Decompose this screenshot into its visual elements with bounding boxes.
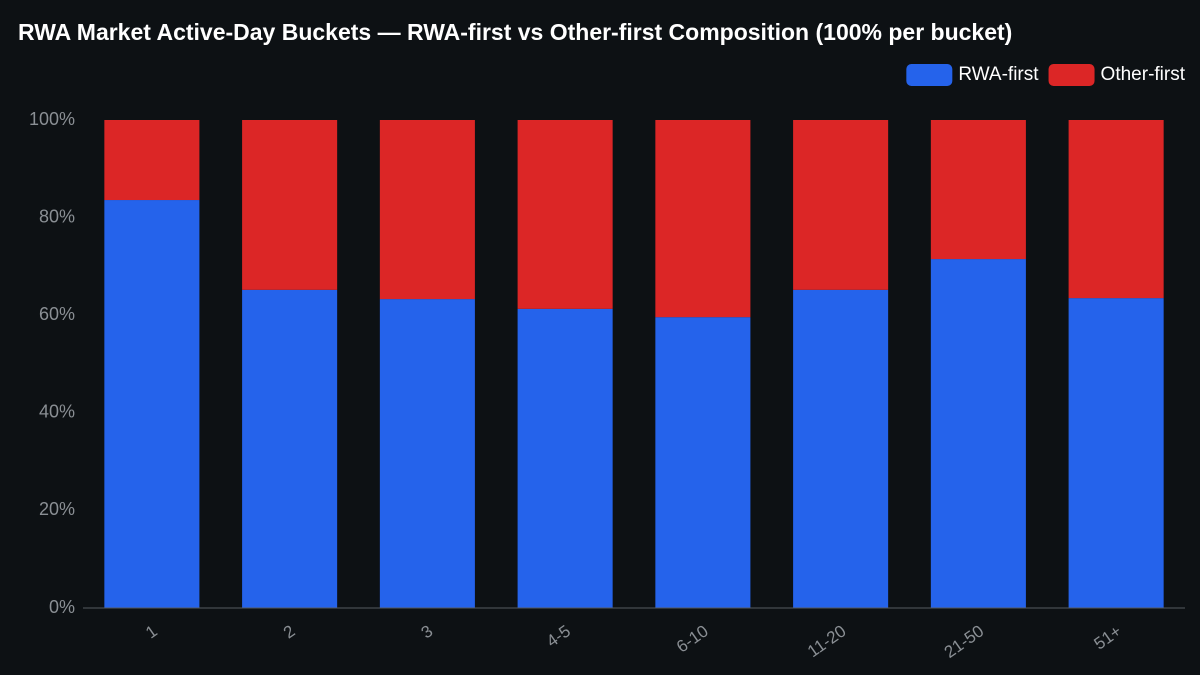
bar-segment bbox=[793, 289, 889, 608]
bar-segment bbox=[1068, 298, 1164, 608]
y-tick-label: 100% bbox=[29, 109, 75, 129]
bar-segment bbox=[517, 308, 613, 608]
legend-label: Other-first bbox=[1101, 64, 1186, 85]
bar-segment bbox=[104, 120, 200, 201]
y-tick-label: 0% bbox=[49, 597, 75, 617]
bar-segment bbox=[1068, 120, 1164, 299]
legend-swatch bbox=[1048, 64, 1095, 86]
bar-segment bbox=[793, 120, 889, 290]
y-tick-label: 80% bbox=[39, 206, 75, 226]
bar-segment bbox=[655, 120, 751, 318]
bar-segment bbox=[930, 120, 1026, 260]
bar-segment bbox=[379, 120, 475, 300]
bar-segment bbox=[517, 120, 613, 309]
bar-segment bbox=[242, 289, 338, 608]
bar-segment bbox=[930, 259, 1026, 608]
y-tick-label: 40% bbox=[39, 402, 75, 422]
y-tick-label: 60% bbox=[39, 304, 75, 324]
chart-title: RWA Market Active-Day Buckets — RWA-firs… bbox=[18, 19, 1012, 45]
legend-swatch bbox=[906, 64, 953, 86]
bar-segment bbox=[379, 299, 475, 608]
bar-segment bbox=[655, 317, 751, 608]
bar-segment bbox=[104, 200, 200, 609]
bar-segment bbox=[242, 120, 338, 290]
y-tick-label: 20% bbox=[39, 499, 75, 519]
legend-label: RWA-first bbox=[958, 64, 1039, 85]
